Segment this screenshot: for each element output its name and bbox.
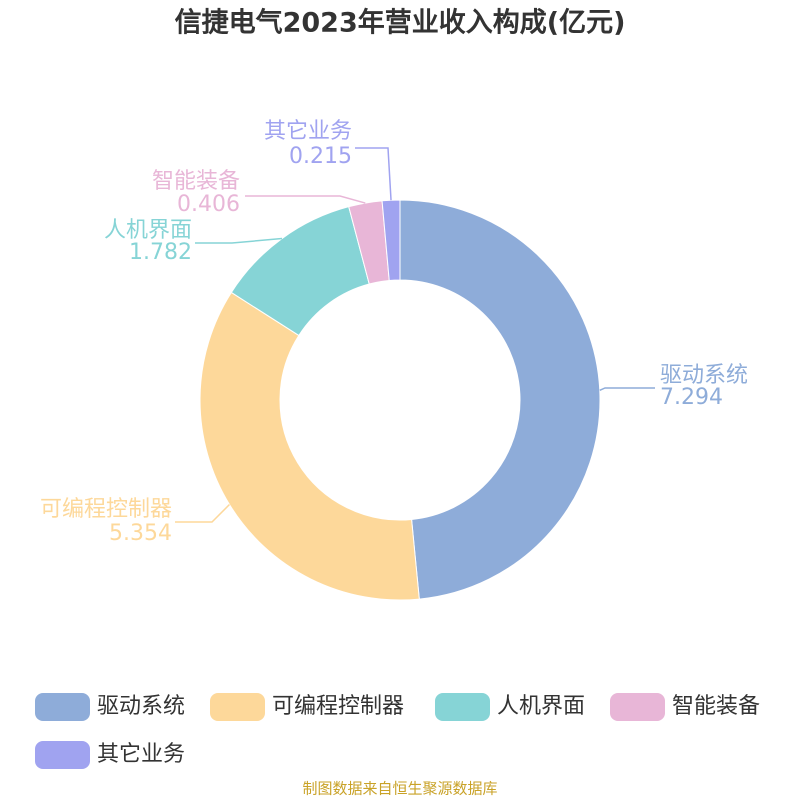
slice-label: 人机界面 bbox=[104, 218, 192, 243]
source: 制图数据来自恒生聚源数据库 bbox=[302, 780, 497, 798]
legend-label: 人机界面 bbox=[497, 694, 585, 719]
donut-slice bbox=[199, 291, 420, 601]
leader-line bbox=[245, 195, 366, 204]
value-label: 1.782 bbox=[129, 240, 192, 265]
slice-label: 驱动系统 bbox=[660, 363, 748, 388]
leader-line bbox=[599, 387, 655, 392]
legend-swatch bbox=[210, 693, 265, 721]
leader-line bbox=[355, 147, 392, 201]
legend-label: 其它业务 bbox=[97, 742, 185, 767]
slice-label: 智能装备 bbox=[152, 169, 240, 194]
chart-title: 信捷电气2023年营业收入构成(亿元) bbox=[175, 7, 626, 39]
value-label: 0.215 bbox=[289, 144, 352, 169]
legend-swatch bbox=[435, 693, 490, 721]
leader-line bbox=[195, 237, 283, 244]
value-label: 7.294 bbox=[660, 385, 723, 410]
donut-slice bbox=[381, 199, 401, 282]
value-label: 5.354 bbox=[109, 521, 172, 546]
legend-label: 驱动系统 bbox=[97, 694, 185, 719]
slice-label: 其它业务 bbox=[264, 119, 352, 144]
legend-swatch bbox=[610, 693, 665, 721]
legend-swatch bbox=[35, 693, 90, 721]
leader-line bbox=[175, 503, 231, 523]
legend-label: 智能装备 bbox=[672, 694, 760, 719]
slice-label: 可编程控制器 bbox=[40, 497, 172, 522]
donut-slice bbox=[399, 199, 601, 600]
value-label: 0.406 bbox=[177, 192, 240, 217]
legend-label: 可编程控制器 bbox=[272, 694, 404, 719]
legend-swatch bbox=[35, 741, 90, 769]
